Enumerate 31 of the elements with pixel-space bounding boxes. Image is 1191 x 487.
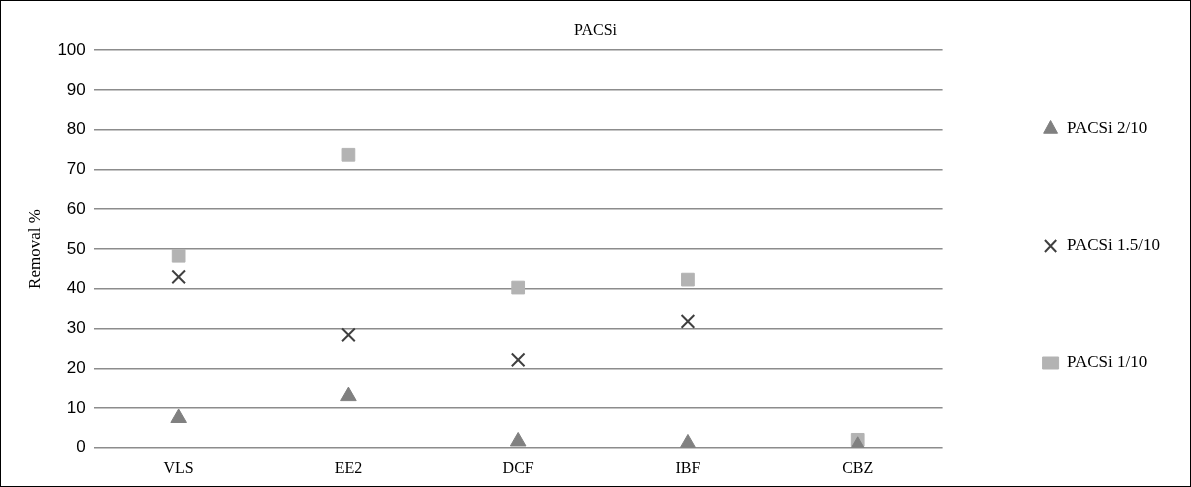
y-tick-label: 0 [76, 437, 86, 457]
y-tick-label: 50 [66, 238, 86, 258]
x-tick-label: DCF [502, 458, 534, 476]
y-tick-label: 80 [66, 119, 86, 139]
x-tick-label: VLS [163, 458, 194, 476]
legend-label: PACSi 1/10 [1067, 352, 1148, 372]
y-tick-label: 60 [66, 198, 86, 218]
point [681, 272, 695, 287]
point [340, 386, 357, 402]
y-tick-label: 10 [66, 397, 86, 417]
y-tick-label: 40 [66, 278, 86, 298]
point [171, 269, 187, 285]
x-tick-label: IBF [675, 458, 701, 476]
x-tick-label: EE2 [334, 458, 363, 476]
y-tick-label: 20 [66, 357, 86, 377]
point [171, 248, 186, 263]
y-tick-label: 90 [66, 79, 86, 99]
point [170, 408, 187, 423]
y-axis-title: Removal % [24, 209, 44, 289]
legend-label: PACSi 2/10 [1067, 118, 1148, 138]
point [509, 431, 527, 447]
y-tick-label: 100 [57, 39, 86, 59]
y-tick-label: 70 [66, 159, 86, 179]
point [341, 327, 356, 343]
point [511, 280, 526, 295]
point [510, 352, 526, 368]
chart-title: PACSi [574, 20, 618, 38]
x-tick-label: CBZ [842, 458, 874, 476]
legend-label: PACSi 1.5/10 [1067, 235, 1161, 255]
y-tick-label: 30 [66, 318, 86, 338]
point [680, 314, 696, 329]
